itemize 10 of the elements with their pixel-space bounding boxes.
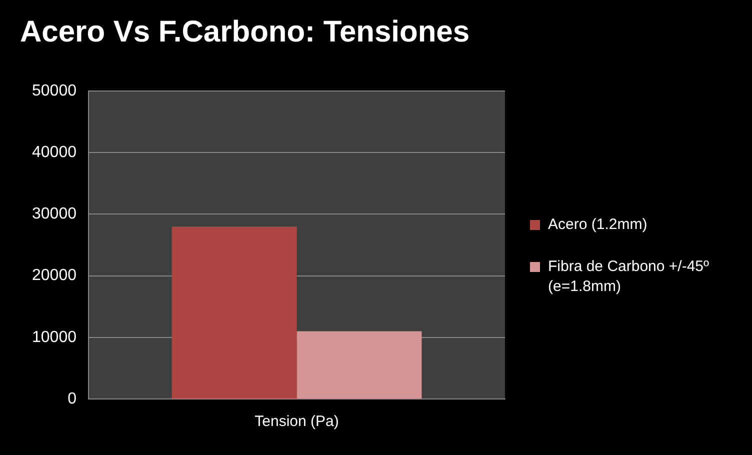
legend-label: Fibra de Carbono +/-45º (e=1.8mm) bbox=[548, 257, 710, 297]
y-tick-label: 40000 bbox=[32, 144, 77, 162]
y-tick-label: 30000 bbox=[32, 206, 77, 223]
y-tick-label: 10000 bbox=[32, 328, 77, 346]
y-tick-label: 0 bbox=[68, 390, 77, 408]
legend-label: Acero (1.2mm) bbox=[548, 215, 648, 235]
y-tick-label: 20000 bbox=[32, 267, 77, 284]
x-tick-label: Tension (Pa) bbox=[254, 413, 339, 430]
y-tick-label: 50000 bbox=[32, 82, 77, 100]
chart-title: Acero Vs F.Carbono: Tensiones bbox=[20, 15, 470, 48]
